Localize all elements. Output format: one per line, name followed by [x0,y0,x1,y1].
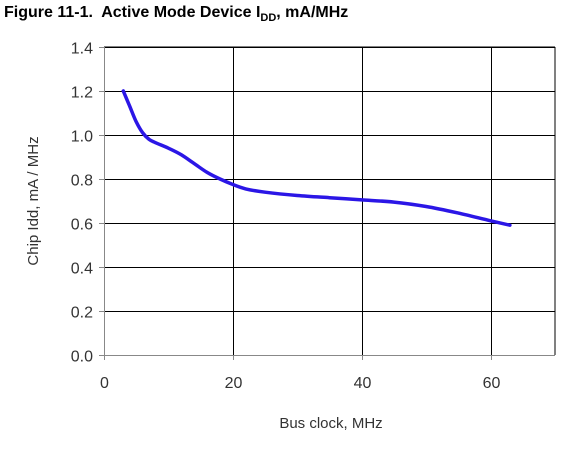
y-tick-label: 0.4 [71,261,93,278]
x-tick-label: 20 [225,375,243,392]
figure-title-suffix: , mA/MHz [276,4,349,21]
x-tick-label: 60 [483,375,501,392]
y-axis-title: Chip Idd, mA / MHz [25,136,42,265]
y-tick-label: 1.4 [71,41,93,58]
x-axis-title: Bus clock, MHz [279,415,382,432]
y-tick-label: 0.6 [71,217,93,234]
series-line [121,89,512,227]
x-tick-label: 0 [100,375,109,392]
x-tick-label: 40 [354,375,372,392]
y-tick-label: 1.2 [71,85,93,102]
figure-title-main: Active Mode Device I [101,4,261,21]
figure-label: Figure 11-1. [4,4,93,21]
y-tick-label: 0.2 [71,305,93,322]
series [121,89,512,227]
y-tick-label: 1.0 [71,129,93,146]
tick-labels: 0.0 0.2 0.4 0.6 0.8 1.0 1.2 1.4 0 20 40 60 [71,41,501,393]
figure-title: Figure 11-1. Active Mode Device IDD, mA/… [4,4,348,24]
axes [99,46,556,360]
y-tick-label: 0.8 [71,173,93,190]
figure-title-subscript: DD [260,12,277,24]
grid [104,47,555,355]
y-tick-label: 0.0 [71,349,93,366]
